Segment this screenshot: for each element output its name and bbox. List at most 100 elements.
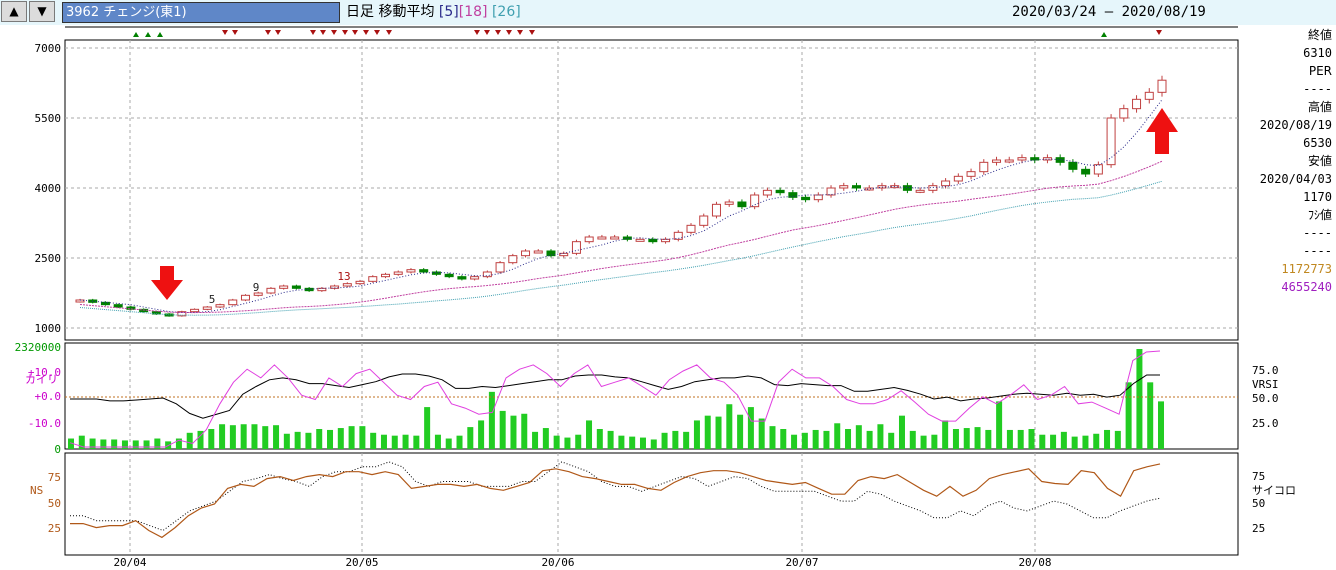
vrsi-line — [70, 373, 1160, 419]
signal-down-icon — [495, 30, 501, 35]
candle-up — [495, 262, 505, 273]
candle-up — [584, 236, 594, 243]
volume-bar — [186, 432, 193, 449]
volume-bar — [758, 418, 765, 449]
candle-up — [482, 271, 492, 278]
volume-bar — [866, 430, 873, 449]
volume-bar — [1017, 429, 1024, 449]
volume-bar — [1093, 433, 1100, 449]
candle-up — [1017, 157, 1027, 161]
price-tick-label: 7000 — [35, 42, 62, 55]
signal-up-icon — [157, 32, 163, 37]
signal-up-icon — [133, 32, 139, 37]
signal-down-icon — [342, 30, 348, 35]
candle-up — [1106, 117, 1116, 166]
candle-up — [686, 224, 696, 233]
next-button[interactable]: ▼ — [29, 1, 55, 22]
ma18-label: [18] — [458, 4, 488, 20]
volume-bar — [1071, 436, 1078, 449]
volume-bar — [942, 420, 949, 449]
candle-up — [279, 285, 289, 289]
candle-up — [1132, 98, 1142, 110]
volume-bar — [1104, 429, 1111, 449]
volume-bar — [499, 410, 506, 449]
volume-bar — [1006, 429, 1013, 449]
volume-bar — [877, 424, 884, 449]
ma26-label: [26] — [491, 4, 521, 20]
volume-bar — [100, 439, 107, 449]
signal-down-icon — [1156, 30, 1162, 35]
volume-bar — [564, 437, 571, 449]
prev-button[interactable]: ▲ — [1, 1, 27, 22]
volume-bar — [273, 425, 280, 449]
candle-up — [240, 294, 250, 301]
candle-up — [750, 194, 760, 208]
signal-down-icon — [331, 30, 337, 35]
candle-up — [953, 175, 963, 182]
volume-bar — [650, 439, 657, 449]
volume-bar — [834, 423, 841, 449]
candle-up — [202, 306, 212, 310]
candle-up — [724, 201, 734, 205]
vrsi-axis-label: 50.0 — [1252, 392, 1279, 405]
candle-up — [342, 283, 352, 287]
candle-up — [253, 292, 263, 296]
volume-bar — [726, 404, 733, 449]
volume-bar — [478, 420, 485, 449]
candle-down — [304, 287, 314, 292]
price-tick-label: 2500 — [35, 252, 62, 265]
volume-value-2: 4655240 — [1281, 280, 1332, 294]
volume-bar — [229, 425, 236, 449]
volume-bar — [542, 428, 549, 449]
candle-up — [673, 231, 683, 240]
volume-bar — [68, 438, 74, 449]
ns-panel — [64, 452, 1239, 556]
candle-up — [597, 236, 607, 240]
volume-bar — [413, 435, 420, 449]
signal-down-icon — [386, 30, 392, 35]
chart-title-text: 日足 移動平均 — [346, 4, 435, 20]
candle-down — [801, 196, 811, 201]
volume-bar — [607, 430, 614, 449]
volume-bar — [683, 431, 690, 449]
volume-bar — [143, 440, 150, 449]
chart-title: 日足 移動平均 [5][18] [26] — [346, 2, 521, 23]
count-annotation: 13 — [337, 270, 350, 283]
candle-up — [711, 203, 721, 217]
volume-axis-label: +0.0 — [35, 390, 62, 403]
candle-up — [355, 280, 365, 285]
candle-up — [215, 304, 225, 308]
candle-down — [100, 301, 110, 306]
volume-bar — [812, 429, 819, 449]
candle-up — [393, 271, 403, 275]
candle-down — [788, 192, 798, 198]
candle-down — [291, 285, 301, 289]
volume-bar — [380, 434, 387, 449]
candle-up — [317, 287, 327, 292]
volume-bar — [488, 391, 495, 449]
price-tick-label: 1000 — [35, 322, 62, 335]
candle-down — [164, 313, 174, 317]
volume-bar — [1147, 382, 1154, 449]
month-tick-label: 20/08 — [1018, 556, 1051, 569]
candle-up — [839, 185, 849, 189]
signal-up-icon — [145, 32, 151, 37]
candle-up — [979, 161, 989, 173]
volume-bar — [715, 416, 722, 449]
psycho-axis-label: サイコロ — [1252, 484, 1296, 497]
ticker-field[interactable]: 3962 チェンジ(東1) — [62, 2, 340, 23]
volume-bar — [251, 424, 258, 449]
volume-bar — [888, 432, 895, 449]
candle-down — [546, 250, 556, 257]
volume-bar — [909, 430, 916, 449]
volume-bar — [327, 429, 334, 449]
volume-bar — [294, 431, 301, 449]
ns-axis-label: 50 — [48, 497, 61, 510]
candle-up — [941, 180, 951, 187]
low-value: 1170 — [1303, 190, 1332, 204]
signal-down-icon — [222, 30, 228, 35]
price-info-panel: 終値 6310 PER ---- 高値 2020/08/19 6530 安値 2… — [1240, 26, 1332, 296]
candle-down — [851, 185, 861, 189]
psycho-axis-label: 75 — [1252, 470, 1265, 483]
candle-up — [966, 171, 976, 177]
